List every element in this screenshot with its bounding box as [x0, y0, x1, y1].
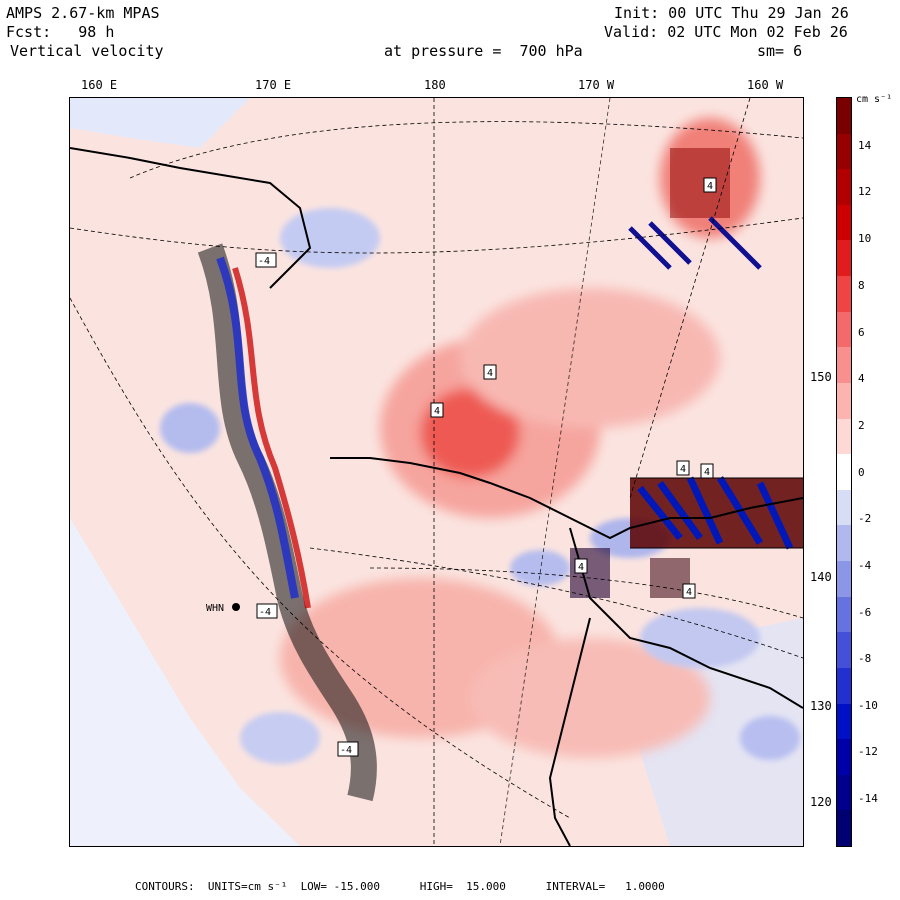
station-marker	[232, 603, 240, 611]
colorbar-segment	[837, 276, 851, 312]
colorbar-tick-label: -10	[858, 699, 878, 712]
graticule	[70, 98, 803, 846]
model-title: AMPS 2.67-km MPAS	[6, 4, 160, 22]
map-svg: WHN 4 4 4 4 4 4 -4 -4 -4 4	[70, 98, 803, 846]
valid-time: Valid: 02 UTC Mon 02 Feb 26	[604, 23, 848, 41]
contour-info-footer: CONTOURS: UNITS=cm s⁻¹ LOW= -15.000 HIGH…	[135, 880, 665, 893]
contour-label: 4	[686, 587, 692, 598]
colorbar-tick-label: 6	[858, 326, 865, 339]
colorbar-tick-label: 12	[858, 185, 872, 198]
colorbar-tick-label: -12	[858, 745, 878, 758]
contour-label: 4	[578, 562, 584, 573]
colorbar-segment	[837, 347, 851, 383]
contour-label: -4	[340, 745, 352, 756]
colorbar-segment	[837, 632, 851, 668]
colorbar-tick-label: 10	[858, 232, 872, 245]
colorbar-segment	[837, 418, 851, 455]
colorbar-tick-label: -2	[858, 512, 872, 525]
colorbar-segment	[837, 169, 851, 205]
colorbar-tick-label: 2	[858, 419, 865, 432]
colorbar-segment	[837, 311, 851, 348]
colorbar-segment	[837, 739, 851, 775]
colorbar-segment	[837, 133, 851, 170]
contour-label: 4	[707, 181, 713, 192]
forecast-hour: Fcst: 98 h	[6, 23, 115, 41]
station-label: WHN	[206, 603, 224, 614]
contour-label: 4	[704, 467, 710, 478]
colorbar-segment	[837, 525, 851, 562]
contour-label: 4	[487, 368, 493, 379]
field-name: Vertical velocity	[10, 42, 164, 60]
colorbar-tick-label: -6	[858, 606, 872, 619]
colorbar-tick-label: 8	[858, 279, 865, 292]
colorbar-segment	[837, 596, 851, 633]
colorbar-segment	[837, 240, 851, 277]
init-time: Init: 00 UTC Thu 29 Jan 26	[614, 4, 849, 22]
lon-label-180: 180	[424, 78, 446, 92]
transantarctic-noise-belt	[197, 243, 377, 802]
ice-shelf-pale-area	[70, 518, 300, 846]
pressure-level: at pressure = 700 hPa	[384, 42, 583, 60]
colorbar-segment	[837, 204, 851, 241]
colorbar-segment	[837, 774, 851, 811]
colorbar-segment	[837, 98, 851, 134]
velocity-map: WHN 4 4 4 4 4 4 -4 -4 -4 4	[69, 97, 804, 847]
colorbar-units: cm s⁻¹	[856, 94, 893, 105]
colorbar-segment	[837, 667, 851, 704]
colorbar-segment	[837, 561, 851, 597]
colorbar-tick-label: -8	[858, 652, 872, 665]
top-right-cluster	[628, 148, 762, 270]
smoothing-value: sm= 6	[757, 42, 803, 60]
lon-label-160e: 160 E	[81, 78, 118, 92]
contour-labels: 4 4 4 4 4 4 -4 -4 -4 4	[255, 177, 717, 757]
lon-label-170e: 170 E	[255, 78, 292, 92]
colorbar-tick-label: 4	[858, 372, 865, 385]
coastlines	[70, 147, 803, 846]
lon-label-160w: 160 W	[747, 78, 784, 92]
colorbar-tick-label: 0	[858, 466, 865, 479]
colorbar-segment	[837, 454, 851, 490]
colorbar-segment	[837, 489, 851, 526]
contour-label: -4	[258, 256, 270, 267]
lon-label-170w: 170 W	[578, 78, 615, 92]
contour-label: 4	[434, 406, 440, 417]
colorbar-tick-label: -4	[858, 559, 872, 572]
colorbar-segment	[837, 703, 851, 740]
colorbar-segment	[837, 382, 851, 419]
strong-couplet-right	[570, 476, 803, 598]
colorbar-tick-label: -14	[858, 792, 878, 805]
colorbar-segment	[837, 810, 851, 846]
contour-label: -4	[259, 607, 271, 618]
contour-label: 4	[680, 464, 686, 475]
colorbar-tick-label: 14	[858, 139, 872, 152]
colorbar	[836, 97, 852, 847]
ocean-pale-area	[70, 98, 250, 148]
